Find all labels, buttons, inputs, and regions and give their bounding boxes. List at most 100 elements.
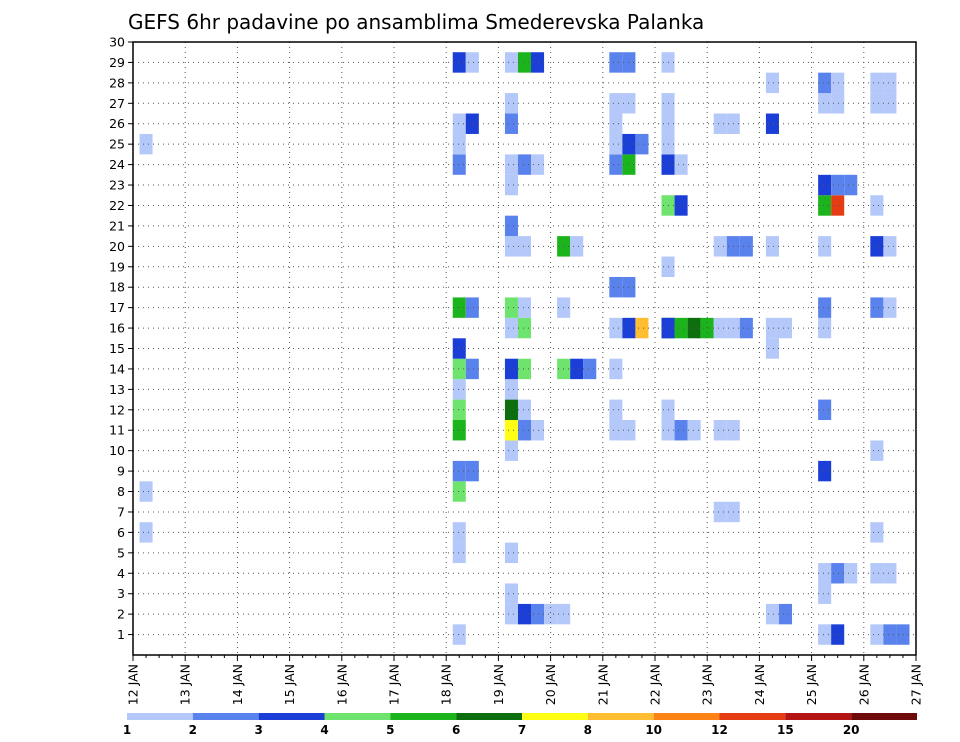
heatmap-cell: [531, 154, 545, 175]
heatmap-cell: [700, 317, 714, 339]
heatmap-cell: [896, 624, 910, 645]
heatmap-cell: [452, 338, 466, 359]
legend-label: 3: [254, 723, 262, 737]
x-tick-label: 25 JAN: [804, 664, 819, 705]
heatmap-cell: [713, 501, 727, 523]
heatmap-cell: [504, 236, 518, 257]
heatmap-cell: [870, 624, 884, 645]
heatmap-cell: [609, 93, 623, 114]
y-tick-label: 1: [117, 627, 125, 642]
x-tick-label: 21 JAN: [595, 664, 610, 705]
heatmap-cell: [504, 215, 518, 237]
heatmap-cell: [674, 154, 688, 175]
heatmap-cell: [818, 195, 832, 216]
heatmap-cell: [870, 297, 884, 318]
y-tick-label: 26: [109, 116, 125, 131]
y-tick-label: 2: [117, 607, 125, 622]
heatmap-cell: [504, 154, 518, 175]
y-tick-label: 13: [109, 382, 125, 397]
y-tick-label: 24: [109, 157, 125, 172]
heatmap-cell: [609, 52, 623, 73]
y-tick-label: 17: [109, 300, 125, 315]
heatmap-cell: [583, 358, 597, 380]
legend-swatch: [719, 713, 786, 720]
heatmap-cell: [609, 358, 623, 380]
heatmap-cell: [844, 174, 858, 196]
heatmap-cell: [517, 317, 532, 339]
x-tick-label: 15 JAN: [282, 664, 297, 705]
heatmap-cell: [635, 133, 649, 155]
heatmap-cell: [818, 624, 832, 645]
grid-lines: [133, 41, 916, 655]
legend-swatch: [324, 713, 391, 720]
legend-label: 4: [320, 723, 328, 737]
legend-label: 12: [711, 723, 728, 737]
y-tick-label: 6: [117, 525, 125, 540]
heatmap-cell: [883, 93, 897, 114]
heatmap-cell: [609, 113, 623, 134]
heatmap-cell: [818, 93, 832, 114]
heatmap-cell: [504, 174, 518, 196]
legend-swatch: [851, 713, 917, 720]
heatmap-cell: [504, 583, 518, 604]
heatmap-cell: [504, 93, 518, 114]
heatmap-cell: [452, 399, 466, 421]
legend-label: 10: [645, 723, 662, 737]
heatmap-cell: [818, 72, 832, 94]
heatmap-cell: [739, 317, 753, 339]
heatmap-cell: [687, 317, 701, 339]
heatmap-cell: [765, 338, 779, 359]
heatmap-cell: [504, 603, 518, 625]
y-tick-label: 23: [109, 178, 125, 193]
heatmap-cell: [609, 420, 623, 441]
legend-label: 15: [777, 723, 794, 737]
heatmap-cell: [713, 236, 727, 257]
heatmap-cell: [139, 522, 153, 543]
heatmap-cell: [883, 297, 897, 318]
heatmap-cell: [504, 52, 518, 73]
heatmap-cell: [452, 624, 466, 645]
heatmap-cell: [139, 481, 153, 502]
legend-label: 20: [843, 723, 860, 737]
heatmap-cell: [531, 603, 545, 625]
heatmap-cell: [765, 72, 779, 94]
legend-label: 7: [518, 723, 526, 737]
heatmap-cell: [831, 624, 845, 645]
heatmap-cell: [465, 113, 479, 134]
heatmap-cell: [870, 522, 884, 543]
y-tick-label: 14: [109, 361, 125, 376]
heatmap-cell: [674, 317, 688, 339]
heatmap-cell: [504, 399, 518, 421]
heatmap-cell: [517, 236, 532, 257]
heatmap-cell: [452, 52, 466, 73]
heatmap-cell: [452, 542, 466, 564]
heatmap-cell: [465, 460, 479, 482]
heatmap-cell: [609, 276, 623, 298]
heatmap-cell: [452, 460, 466, 482]
x-tick-label: 18 JAN: [439, 664, 454, 705]
heatmap-cell: [504, 358, 518, 380]
heatmap-cell: [831, 93, 845, 114]
x-tick-label: 13 JAN: [178, 664, 193, 705]
y-tick-label: 9: [117, 464, 125, 479]
heatmap-cell: [570, 358, 584, 380]
x-tick-label: 16 JAN: [334, 664, 349, 705]
heatmap-cell: [570, 236, 584, 257]
heatmap-cell: [531, 420, 545, 441]
x-tick-label: 12 JAN: [126, 664, 141, 705]
heatmap-cell: [517, 154, 532, 175]
heatmap-cell: [870, 72, 884, 94]
y-tick-label: 19: [109, 259, 125, 274]
heatmap-cell: [831, 72, 845, 94]
heatmap-cell: [870, 236, 884, 257]
heatmap-cell: [452, 522, 466, 543]
heatmap-cell: [765, 113, 779, 134]
heatmap-cell: [818, 174, 832, 196]
heatmap-cell: [609, 399, 623, 421]
heatmap-cell: [883, 72, 897, 94]
heatmap-cell: [818, 317, 832, 339]
heatmap-cell: [452, 154, 466, 175]
color-legend: 1 2 3 4 5 6 7 8 10 12 15 20: [123, 713, 917, 737]
legend-swatch: [785, 713, 852, 720]
